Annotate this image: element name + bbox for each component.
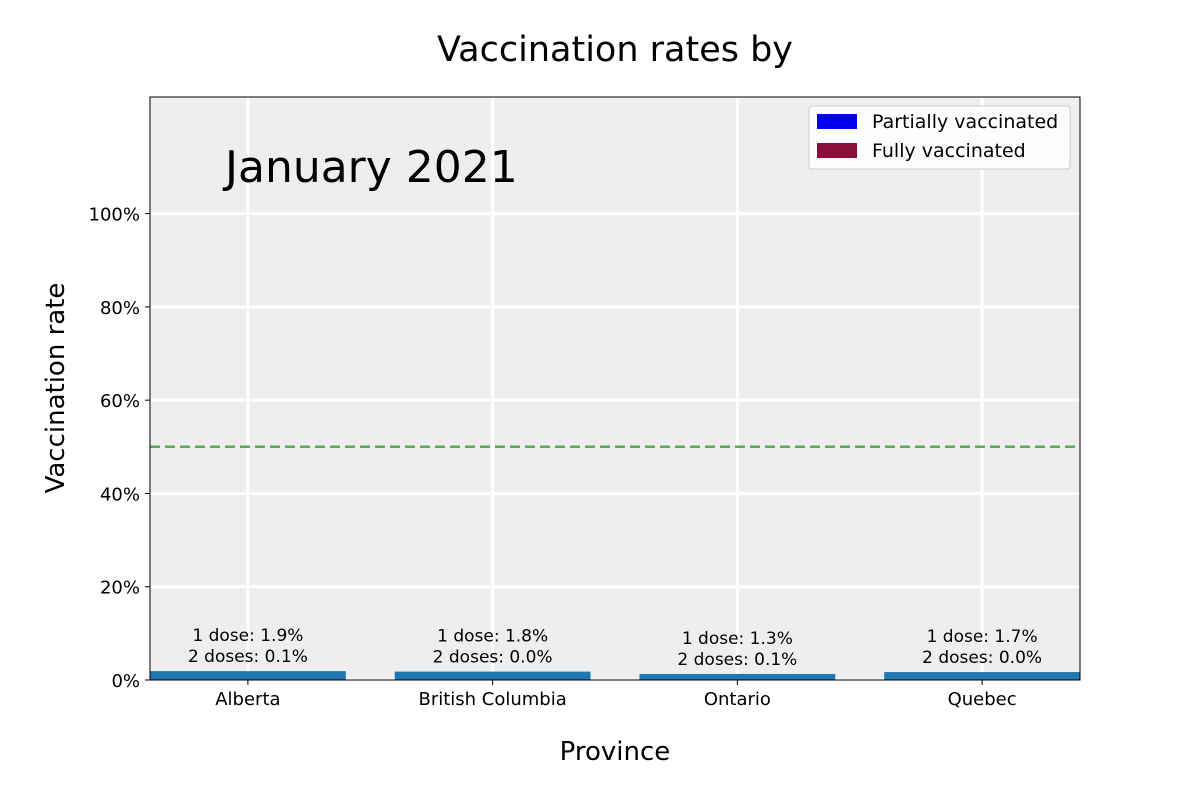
y-tick-label: 100% (89, 205, 140, 226)
y-axis-label: Vaccination rate (41, 283, 71, 494)
bar-labels: 1 dose: 1.9%2 doses: 0.1%1 dose: 1.8%2 d… (188, 626, 1042, 670)
bar-label-two-doses: 2 doses: 0.1% (677, 650, 797, 670)
x-tick-label: Alberta (215, 689, 280, 710)
legend: Partially vaccinated Fully vaccinated (808, 105, 1071, 170)
x-tick-label: Ontario (704, 689, 771, 710)
chart-title: Vaccination rates by (437, 30, 793, 70)
legend-swatch-partially-vaccinated (817, 114, 857, 129)
bar-partially-vaccinated (639, 673, 836, 680)
legend-label-fully-vaccinated: Fully vaccinated (872, 140, 1026, 162)
y-tick-label: 60% (100, 391, 140, 412)
legend-swatch-fully-vaccinated (817, 143, 857, 158)
bar-label-two-doses: 2 doses: 0.0% (433, 648, 553, 668)
y-tick-label: 80% (100, 298, 140, 319)
x-axis-ticks: Alberta British Columbia Ontario Quebec (215, 680, 1017, 710)
y-axis-ticks: 0% 20% 40% 60% 80% 100% (89, 205, 150, 692)
bar-partially-vaccinated (394, 671, 591, 680)
bar-partially-vaccinated (150, 671, 346, 680)
legend-label-partially-vaccinated: Partially vaccinated (872, 111, 1058, 133)
x-tick-label: Quebec (948, 689, 1017, 710)
bar-label-two-doses: 2 doses: 0.1% (188, 647, 308, 667)
y-tick-label: 20% (100, 578, 140, 599)
bar-partially-vaccinated (884, 672, 1080, 680)
date-annotation: January 2021 (222, 142, 518, 193)
bar-label-one-dose: 1 dose: 1.3% (682, 629, 793, 649)
grid-lines (150, 97, 1080, 682)
bar-label-one-dose: 1 dose: 1.9% (192, 626, 303, 646)
bar-label-one-dose: 1 dose: 1.7% (927, 627, 1038, 647)
bar-label-two-doses: 2 doses: 0.0% (922, 648, 1042, 668)
legend-box (808, 105, 1071, 170)
plot-area (150, 97, 1080, 680)
x-tick-label: British Columbia (418, 689, 566, 710)
bar-label-one-dose: 1 dose: 1.8% (437, 627, 548, 647)
x-axis-label: Province (560, 737, 671, 767)
plot-frame (149, 96, 1081, 681)
y-tick-label: 0% (111, 671, 140, 692)
y-tick-label: 40% (100, 484, 140, 505)
